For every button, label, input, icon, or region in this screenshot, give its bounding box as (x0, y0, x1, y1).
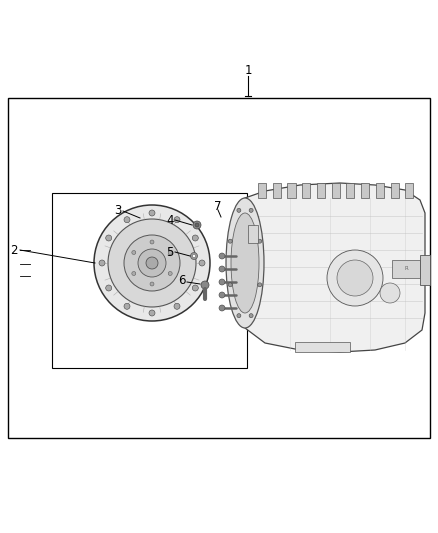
Circle shape (192, 235, 198, 241)
Circle shape (380, 283, 400, 303)
Bar (248, 225, 258, 243)
Circle shape (219, 266, 225, 272)
Circle shape (228, 239, 232, 243)
Bar (332, 183, 340, 198)
Text: 5: 5 (166, 246, 174, 259)
Circle shape (150, 240, 154, 244)
Text: 7: 7 (214, 200, 222, 214)
Bar (405, 183, 413, 198)
Circle shape (106, 235, 112, 241)
Circle shape (192, 285, 198, 291)
Circle shape (195, 223, 199, 227)
Circle shape (138, 249, 166, 277)
Circle shape (249, 313, 253, 318)
Bar (317, 183, 325, 198)
Bar (287, 183, 296, 198)
Circle shape (199, 260, 205, 266)
Bar (361, 183, 369, 198)
Bar (258, 183, 266, 198)
Circle shape (174, 217, 180, 223)
Circle shape (149, 310, 155, 316)
Bar (273, 183, 281, 198)
Circle shape (219, 292, 225, 298)
Bar (420, 255, 430, 285)
Circle shape (258, 283, 262, 287)
Circle shape (146, 257, 158, 269)
Circle shape (124, 217, 130, 223)
Text: 1: 1 (244, 64, 252, 77)
Circle shape (249, 208, 253, 212)
Circle shape (193, 221, 201, 229)
Ellipse shape (226, 198, 264, 328)
Circle shape (99, 260, 105, 266)
Circle shape (258, 239, 262, 243)
Text: 2: 2 (10, 244, 18, 256)
Circle shape (219, 305, 225, 311)
Text: 3: 3 (114, 205, 122, 217)
Circle shape (149, 210, 155, 216)
Circle shape (168, 251, 172, 254)
Ellipse shape (231, 213, 259, 313)
Bar (295, 342, 350, 352)
Circle shape (219, 279, 225, 285)
Circle shape (237, 208, 241, 212)
Circle shape (132, 251, 136, 254)
Bar (302, 183, 310, 198)
Circle shape (228, 283, 232, 287)
Circle shape (94, 205, 210, 321)
Circle shape (201, 281, 209, 289)
Text: 4: 4 (166, 214, 174, 227)
Circle shape (168, 271, 172, 276)
Circle shape (106, 285, 112, 291)
Bar (376, 183, 384, 198)
Circle shape (124, 303, 130, 309)
Circle shape (124, 235, 180, 291)
Circle shape (150, 282, 154, 286)
Bar (8, 98, 430, 438)
Circle shape (337, 260, 373, 296)
Circle shape (191, 253, 198, 260)
Circle shape (174, 303, 180, 309)
Bar (52, 193, 247, 368)
Bar (391, 183, 399, 198)
Text: 6: 6 (178, 274, 186, 287)
Circle shape (327, 250, 383, 306)
Bar (346, 183, 354, 198)
Bar (392, 260, 420, 278)
Circle shape (192, 254, 195, 257)
Polygon shape (245, 183, 425, 352)
Circle shape (132, 271, 136, 276)
Circle shape (219, 253, 225, 259)
Circle shape (237, 313, 241, 318)
Circle shape (108, 219, 196, 307)
Text: R: R (404, 266, 408, 271)
